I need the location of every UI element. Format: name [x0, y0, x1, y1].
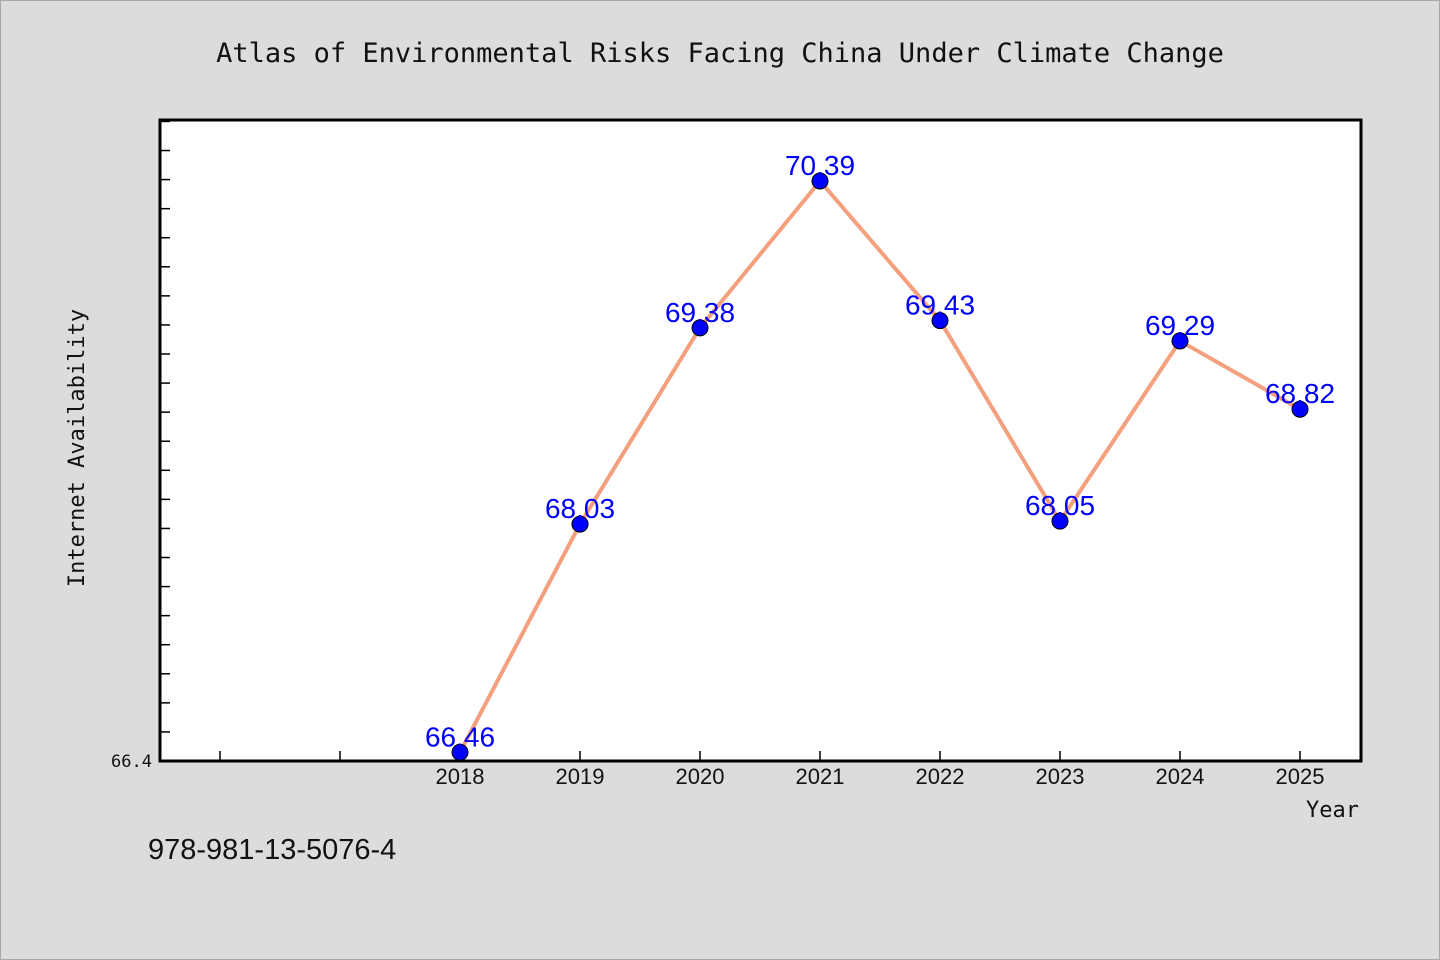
- chart-title: Atlas of Environmental Risks Facing Chin…: [216, 38, 1224, 69]
- x-tick-label: 2020: [676, 764, 725, 789]
- data-point: [931, 312, 949, 330]
- series-markers-group: [451, 172, 1309, 761]
- data-point: [691, 319, 709, 337]
- data-label: 69.29: [1145, 310, 1215, 341]
- data-point: [811, 172, 829, 190]
- data-point: [1291, 400, 1309, 418]
- data-point: [1171, 332, 1189, 350]
- x-tick-label: 2019: [556, 764, 605, 789]
- y-axis-label: Internet Availability: [65, 309, 90, 587]
- series-line-group: [458, 179, 1302, 755]
- x-axis-tick-labels: 2018 2019 2020 2021 2022 2023 2024 2025: [436, 764, 1325, 789]
- x-tick-label: 2022: [916, 764, 965, 789]
- data-point: [571, 515, 589, 533]
- y-tick-label: 66.4: [111, 752, 152, 772]
- data-label: 68.03: [545, 493, 615, 524]
- x-axis-label: Year: [1306, 798, 1359, 823]
- x-tick-label: 2023: [1036, 764, 1085, 789]
- x-tick-label: 2018: [436, 764, 485, 789]
- x-tick-label: 2024: [1156, 764, 1205, 789]
- data-label: 70.39: [785, 150, 855, 181]
- footer-code: 978-981-13-5076-4: [148, 834, 397, 866]
- data-point: [1051, 512, 1069, 530]
- data-label: 66.46: [425, 721, 495, 752]
- series-line: [458, 179, 1302, 755]
- data-labels-group: 66.46 68.03 69.38 70.39 69.43 68.05 69.29 68.82: [425, 150, 1335, 752]
- data-label: 68.82: [1265, 378, 1335, 409]
- plot-area: [158, 118, 1363, 763]
- data-point: [451, 743, 469, 761]
- y-axis-ticks: [160, 120, 170, 733]
- data-label: 69.38: [665, 297, 735, 328]
- x-tick-label: 2021: [796, 764, 845, 789]
- data-label: 68.05: [1025, 490, 1095, 521]
- x-tick-label: 2025: [1276, 764, 1325, 789]
- data-label: 69.43: [905, 290, 975, 321]
